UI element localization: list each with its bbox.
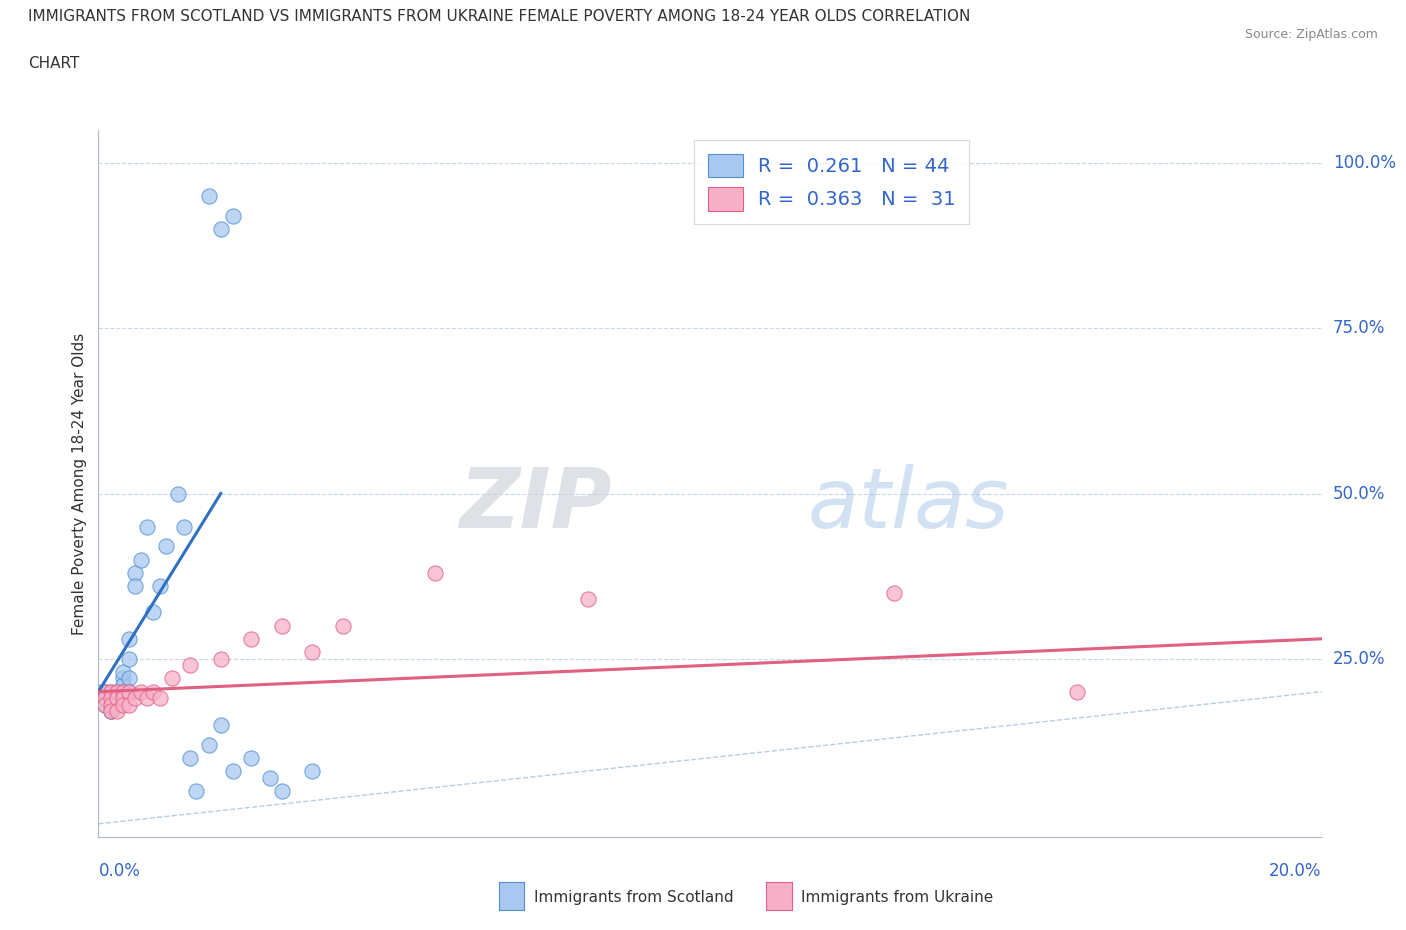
Point <box>155 538 177 553</box>
Point <box>136 519 159 534</box>
Point <box>97 691 120 706</box>
Text: 0.0%: 0.0% <box>98 862 141 880</box>
Point <box>118 698 141 712</box>
Point <box>105 691 128 706</box>
Point <box>111 671 134 686</box>
Point <box>111 691 134 706</box>
Text: Immigrants from Scotland: Immigrants from Scotland <box>534 890 734 905</box>
Text: CHART: CHART <box>28 56 80 71</box>
Text: 20.0%: 20.0% <box>1270 862 1322 880</box>
Point <box>883 585 905 600</box>
Point <box>111 684 134 699</box>
Point <box>209 222 232 237</box>
Point <box>197 737 219 752</box>
Point <box>118 671 141 686</box>
Point <box>90 684 112 699</box>
Point <box>100 684 122 699</box>
Point <box>142 684 165 699</box>
Point <box>100 704 122 719</box>
Point <box>100 698 122 712</box>
Point <box>149 578 172 593</box>
Point <box>111 698 134 712</box>
Point <box>222 208 245 223</box>
Point <box>100 704 122 719</box>
Point <box>160 671 183 686</box>
Point <box>259 770 281 785</box>
Point <box>186 783 208 798</box>
Point <box>209 717 232 732</box>
Point <box>93 698 115 712</box>
Point <box>179 658 201 672</box>
Point <box>209 651 232 666</box>
Point <box>136 691 159 706</box>
Point <box>105 684 128 699</box>
Point <box>240 751 263 765</box>
Point <box>118 651 141 666</box>
Y-axis label: Female Poverty Among 18-24 Year Olds: Female Poverty Among 18-24 Year Olds <box>72 333 87 635</box>
Point <box>105 691 128 706</box>
Point <box>129 684 152 699</box>
Point <box>173 519 195 534</box>
Point <box>93 684 115 699</box>
Point <box>93 698 115 712</box>
Point <box>111 684 134 699</box>
Point <box>423 565 446 580</box>
Point <box>124 565 146 580</box>
Point <box>179 751 201 765</box>
Point <box>100 691 122 706</box>
Text: atlas: atlas <box>808 464 1010 545</box>
Point <box>93 691 115 706</box>
Point <box>124 691 146 706</box>
Point <box>270 783 292 798</box>
Point <box>118 631 141 646</box>
Text: IMMIGRANTS FROM SCOTLAND VS IMMIGRANTS FROM UKRAINE FEMALE POVERTY AMONG 18-24 Y: IMMIGRANTS FROM SCOTLAND VS IMMIGRANTS F… <box>28 9 970 24</box>
Point <box>197 189 219 204</box>
Point <box>103 691 125 706</box>
Point <box>93 684 115 699</box>
Point <box>100 698 122 712</box>
Point <box>149 691 172 706</box>
Text: ZIP: ZIP <box>460 464 612 545</box>
Text: 100.0%: 100.0% <box>1333 154 1396 172</box>
Point <box>100 698 122 712</box>
Point <box>93 691 115 706</box>
Point <box>1066 684 1088 699</box>
Point <box>301 644 323 659</box>
Point <box>118 684 141 699</box>
Text: Immigrants from Ukraine: Immigrants from Ukraine <box>801 890 994 905</box>
Point <box>118 684 141 699</box>
Point <box>576 591 599 606</box>
Point <box>142 605 165 620</box>
Point <box>111 664 134 679</box>
Point <box>240 631 263 646</box>
Legend: R =  0.261   N = 44, R =  0.363   N =  31: R = 0.261 N = 44, R = 0.363 N = 31 <box>695 140 969 224</box>
Text: 50.0%: 50.0% <box>1333 485 1385 502</box>
Point <box>105 684 128 699</box>
Point <box>105 698 128 712</box>
Point <box>124 578 146 593</box>
Point <box>100 684 122 699</box>
Point <box>93 684 115 699</box>
Point <box>332 618 354 633</box>
Text: Source: ZipAtlas.com: Source: ZipAtlas.com <box>1244 28 1378 41</box>
Point <box>111 678 134 693</box>
Point <box>129 552 152 567</box>
Point <box>301 764 323 778</box>
Text: 75.0%: 75.0% <box>1333 319 1385 338</box>
Point <box>222 764 245 778</box>
Point <box>105 684 128 699</box>
Text: 25.0%: 25.0% <box>1333 650 1385 668</box>
Point <box>105 704 128 719</box>
Point <box>105 691 128 706</box>
Point <box>100 704 122 719</box>
Point <box>167 486 190 501</box>
Point <box>111 684 134 699</box>
Point <box>270 618 292 633</box>
